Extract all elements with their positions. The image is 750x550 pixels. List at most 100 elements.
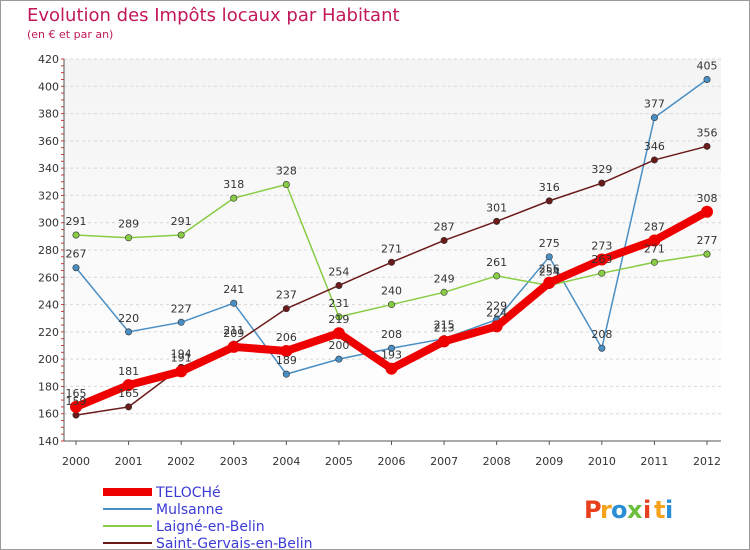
y-tick-label: 320 [38, 189, 59, 202]
legend: TELOCHéMulsanneLaigné-en-BelinSaint-Gerv… [103, 485, 313, 549]
data-point-mulsanne [598, 344, 606, 352]
data-point-teloche [543, 276, 556, 289]
chart-title: Evolution des Impôts locaux par Habitant [27, 5, 400, 26]
data-label-teloche: 273 [591, 240, 612, 253]
x-tick-label: 2003 [220, 455, 248, 468]
data-point-mulsanne [282, 370, 290, 378]
y-tick-label: 380 [38, 108, 59, 121]
data-point-laigne-en-belin [335, 313, 343, 321]
data-point-teloche [648, 234, 661, 247]
data-label-teloche: 213 [434, 321, 455, 334]
y-tick-label: 180 [38, 380, 59, 393]
logo-letter: o [611, 496, 628, 524]
data-label-mulsanne: 208 [381, 328, 402, 341]
data-point-teloche [70, 400, 82, 413]
data-label-teloche: 165 [66, 387, 87, 400]
data-point-mulsanne [703, 75, 711, 83]
data-label-saint-gervais-en-belin: 237 [276, 289, 297, 302]
x-tick-label: 2008 [483, 455, 511, 468]
data-label-mulsanne: 275 [539, 237, 560, 250]
data-point-laigne-en-belin [177, 231, 185, 239]
data-label-laigne-en-belin: 263 [591, 253, 612, 266]
legend-label: Laigné-en-Belin [156, 519, 265, 535]
x-tick-label: 2007 [430, 455, 458, 468]
data-label-saint-gervais-en-belin: 159 [66, 395, 87, 408]
data-label-saint-gervais-en-belin: 356 [697, 126, 718, 139]
data-point-laigne-en-belin [387, 301, 395, 309]
data-label-laigne-en-belin: 254 [539, 265, 560, 278]
x-tick-label: 2002 [167, 455, 195, 468]
data-point-teloche [438, 335, 451, 348]
data-point-teloche [385, 362, 398, 375]
y-tick-label: 260 [38, 271, 59, 284]
proxiti-logo: Pr o x i t i [584, 496, 673, 524]
data-point-saint-gervais-en-belin [282, 305, 290, 313]
legend-label: TELOCHé [155, 485, 221, 501]
y-tick-label: 220 [38, 326, 59, 339]
y-tick-label: 200 [38, 353, 59, 366]
data-point-laigne-en-belin [72, 231, 80, 239]
data-point-mulsanne [72, 264, 80, 272]
data-label-teloche: 206 [276, 331, 297, 344]
data-label-laigne-en-belin: 261 [486, 256, 507, 269]
data-point-saint-gervais-en-belin [440, 236, 448, 244]
data-label-laigne-en-belin: 328 [276, 165, 297, 178]
data-label-mulsanne: 267 [66, 248, 87, 261]
x-tick-label: 2011 [640, 455, 668, 468]
data-label-mulsanne: 189 [276, 354, 297, 367]
data-point-saint-gervais-en-belin [387, 258, 395, 266]
y-tick-label: 420 [38, 53, 59, 66]
data-point-laigne-en-belin [230, 194, 238, 202]
data-label-teloche: 287 [644, 220, 665, 233]
data-label-saint-gervais-en-belin: 301 [486, 201, 507, 214]
y-tick-label: 300 [38, 217, 59, 230]
data-label-mulsanne: 405 [697, 59, 718, 72]
x-tick-label: 2010 [588, 455, 616, 468]
y-tick-label: 140 [38, 435, 59, 448]
data-label-laigne-en-belin: 318 [223, 178, 244, 191]
data-point-saint-gervais-en-belin [703, 142, 711, 150]
legend-label: Mulsanne [156, 502, 223, 518]
data-label-mulsanne: 377 [644, 98, 665, 111]
data-label-saint-gervais-en-belin: 254 [328, 265, 349, 278]
y-tick-label: 400 [38, 80, 59, 93]
x-tick-label: 2006 [378, 455, 406, 468]
logo-letter: P [584, 496, 602, 524]
data-point-mulsanne [177, 318, 185, 326]
x-tick-label: 2000 [62, 455, 90, 468]
data-point-laigne-en-belin [282, 181, 290, 189]
data-label-mulsanne: 220 [118, 312, 139, 325]
data-point-teloche [122, 379, 135, 392]
y-tick-label: 240 [38, 299, 59, 312]
data-label-teloche: 209 [223, 327, 244, 340]
logo-letter: x [627, 496, 643, 524]
data-label-laigne-en-belin: 291 [66, 215, 87, 228]
data-point-laigne-en-belin [598, 269, 606, 277]
data-label-saint-gervais-en-belin: 194 [171, 347, 192, 360]
data-label-mulsanne: 215 [434, 319, 455, 332]
data-point-mulsanne [335, 355, 343, 363]
data-point-saint-gervais-en-belin [493, 217, 501, 225]
data-point-mulsanne [387, 344, 395, 352]
x-tick-label: 2012 [693, 455, 721, 468]
x-tick-label: 2009 [535, 455, 563, 468]
data-point-teloche [227, 340, 240, 353]
data-point-saint-gervais-en-belin [650, 156, 658, 164]
data-point-laigne-en-belin [703, 250, 711, 258]
data-label-laigne-en-belin: 277 [697, 234, 718, 247]
data-label-mulsanne: 229 [486, 300, 507, 313]
logo-letter: t [654, 496, 665, 524]
data-label-laigne-en-belin: 289 [118, 218, 139, 231]
data-point-laigne-en-belin [493, 272, 501, 280]
data-point-teloche [490, 320, 503, 333]
data-label-laigne-en-belin: 271 [644, 242, 665, 255]
data-point-mulsanne [545, 253, 553, 261]
chart-subtitle: (en € et par an) [27, 28, 114, 41]
x-tick-label: 2001 [115, 455, 143, 468]
x-tick-label: 2004 [272, 455, 300, 468]
data-label-laigne-en-belin: 240 [381, 285, 402, 298]
data-point-saint-gervais-en-belin [125, 403, 133, 411]
logo-letter: r [600, 496, 612, 524]
data-label-laigne-en-belin: 249 [434, 272, 455, 285]
